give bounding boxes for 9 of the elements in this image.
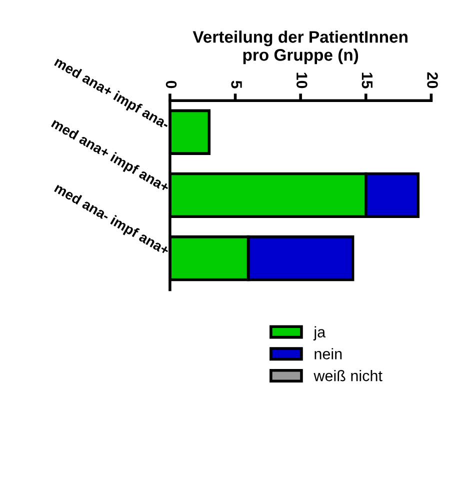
chart-title: Verteilung der PatientInnen pro Gruppe (n)	[192, 30, 408, 64]
x-tick-label: 15	[362, 72, 372, 88]
x-tick-label: 0	[166, 80, 177, 88]
legend-label: nein	[314, 348, 342, 360]
x-tick-label: 10	[296, 72, 308, 88]
legend-label: weiß nicht	[314, 370, 382, 382]
x-tick-label: 20	[427, 72, 438, 88]
legend-label: ja	[313, 326, 326, 340]
x-tick-label: 5	[231, 80, 242, 88]
